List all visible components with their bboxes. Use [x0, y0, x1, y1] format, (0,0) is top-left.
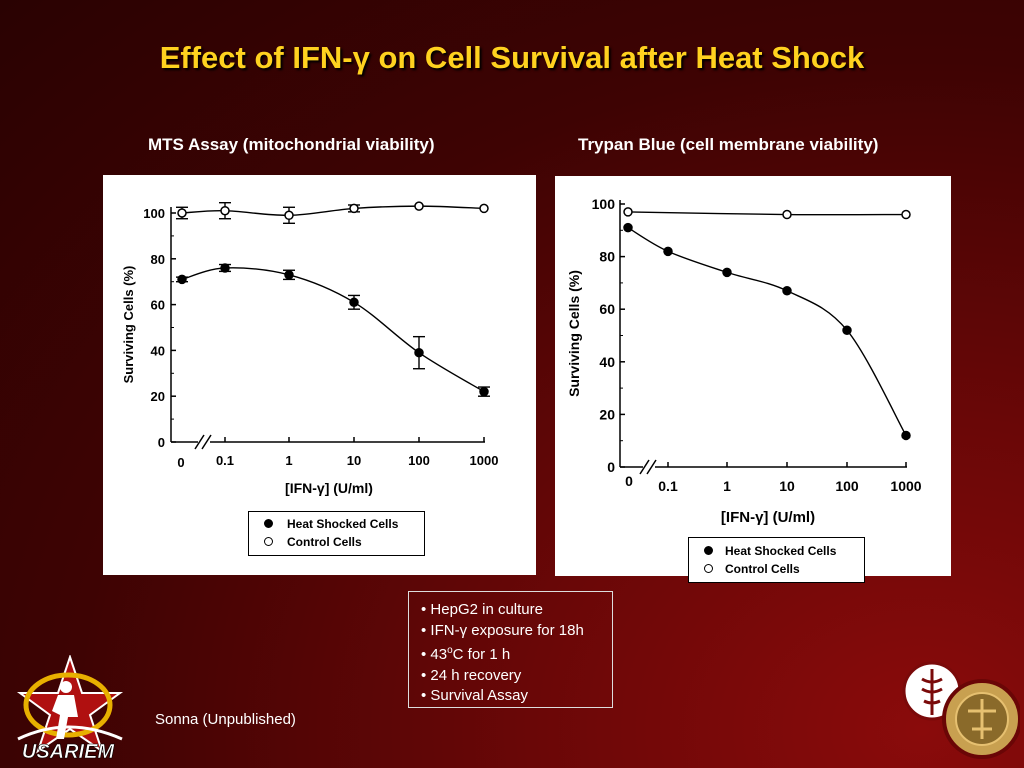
y-tick-label: 80 [151, 252, 165, 267]
x-tick-label: 1000 [470, 453, 499, 468]
x-tick-label: 1000 [890, 478, 921, 494]
data-point [414, 201, 424, 211]
x-tick-label: 100 [835, 478, 859, 494]
data-point [901, 209, 911, 220]
y-tick-label: 40 [151, 343, 165, 358]
y-axis-label: Surviving Cells (%) [121, 266, 136, 384]
legend-control: Control Cells [725, 562, 800, 576]
usariem-logo: USARIEM [16, 655, 124, 763]
data-point [479, 386, 489, 397]
legend-open-marker [704, 564, 713, 573]
slide-title: Effect of IFN-γ on Cell Survival after H… [159, 40, 865, 75]
x-tick-label: 0.1 [658, 478, 678, 494]
x-tick-label: 10 [347, 453, 361, 468]
data-point [623, 207, 633, 217]
usariem-logo-text: USARIEM [22, 741, 116, 763]
bullet-2: • 43oC for 1 h [421, 645, 511, 664]
data-point [349, 297, 359, 308]
legend-open-marker [264, 537, 273, 546]
data-point [782, 209, 792, 220]
data-point [220, 205, 230, 216]
data-point [177, 208, 187, 218]
x-axis-label: [IFN-γ] (U/ml) [285, 480, 373, 496]
legend-filled-marker [264, 519, 273, 528]
data-point [220, 263, 230, 273]
chart2-title: Trypan Blue (cell membrane viability) [578, 135, 879, 154]
data-point [284, 210, 294, 221]
bullet-4: • Survival Assay [421, 687, 528, 705]
chart2-panel: 0 20 40 60 80 100 0 0.1 1 10 100 1000 [IFN-γ] (U/ml)… [555, 176, 951, 583]
x-tick-label: 100 [408, 453, 430, 468]
y-tick-label: 0 [158, 435, 165, 450]
data-point [284, 270, 294, 280]
chart1-legend: Heat Shocked Cells Control Cells [248, 511, 425, 556]
data-point [663, 246, 673, 257]
x-axis-label: [IFN-γ] (U/ml) [721, 509, 815, 526]
x-tick-label: 0.1 [216, 453, 234, 468]
data-point [842, 325, 852, 335]
series-line-0 [627, 227, 907, 436]
chart2-legend: Heat Shocked Cells Control Cells [688, 537, 865, 583]
axis-break-2 [201, 434, 212, 450]
data-point [782, 286, 792, 296]
info-box: • HepG2 in culture • IFN-γ exposure for … [408, 591, 613, 708]
series-line-1 [627, 211, 907, 216]
y-tick-label: 80 [599, 249, 615, 265]
y-tick-label: 60 [599, 301, 615, 317]
chart1-title: MTS Assay (mitochondrial viability) [148, 135, 435, 154]
bullet-0: • HepG2 in culture [421, 601, 543, 618]
legend-filled-marker [704, 546, 713, 555]
y-tick-label: 100 [592, 196, 616, 212]
chart1-panel: 0 20 40 60 80 100 0 0.1 1 10 100 1000 [IFN-γ] (U/ml)… [103, 175, 536, 575]
axis-break-2 [646, 459, 657, 475]
x-tick-label: 0 [625, 473, 633, 489]
legend-heat-shocked: Heat Shocked Cells [287, 517, 399, 531]
data-point [901, 430, 911, 441]
bullet-3: • 24 h recovery [421, 666, 522, 684]
data-point [414, 347, 424, 358]
x-tick-label: 1 [723, 478, 731, 494]
bullet-1: • IFN-γ exposure for 18h [421, 621, 584, 639]
y-tick-label: 20 [151, 389, 165, 404]
credit-text: Sonna (Unpublished) [155, 711, 296, 728]
x-tick-label: 10 [779, 478, 795, 494]
y-tick-label: 20 [599, 406, 615, 422]
y-tick-label: 60 [151, 298, 165, 313]
series-line-0 [181, 267, 485, 393]
data-point [722, 267, 732, 278]
x-tick-label: 0 [177, 455, 184, 470]
axis-break-1 [194, 434, 205, 450]
legend-control: Control Cells [287, 535, 362, 549]
y-tick-label: 100 [143, 206, 165, 221]
medical-command-logo [902, 661, 1020, 759]
axis-break-1 [639, 459, 650, 475]
y-tick-label: 0 [607, 459, 615, 475]
data-point [479, 203, 489, 214]
data-point [623, 222, 633, 233]
legend-heat-shocked: Heat Shocked Cells [725, 544, 837, 558]
data-point [177, 274, 187, 285]
data-point [349, 203, 359, 214]
y-tick-label: 40 [599, 354, 615, 370]
y-axis-label: Surviving Cells (%) [566, 270, 582, 397]
x-tick-label: 1 [285, 453, 292, 468]
